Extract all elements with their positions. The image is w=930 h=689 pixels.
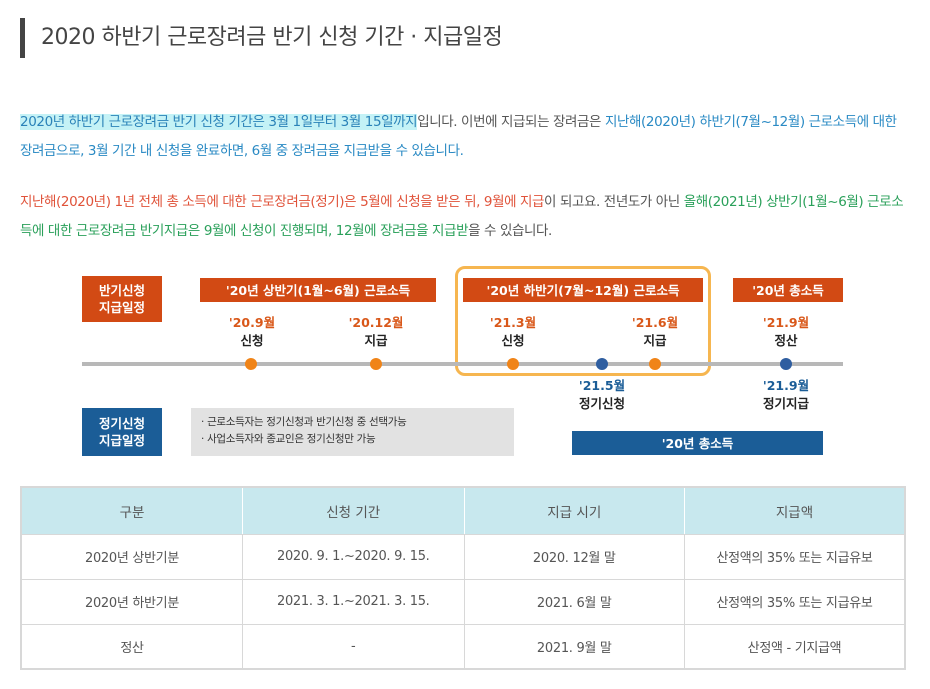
page-title: 2020 하반기 근로장려금 반기 신청 기간 · 지급일정 xyxy=(41,25,503,50)
timeline-dot xyxy=(370,358,382,370)
table-cell: 정산 xyxy=(20,623,243,670)
table-cell: 2020년 하반기분 xyxy=(20,578,243,625)
paragraph-regular: 지난해(2020년) 1년 전체 총 소득에 대한 근로장려금(정기)은 5월에… xyxy=(20,188,910,246)
timeline-dot xyxy=(649,358,661,370)
event-name: 지급 xyxy=(643,333,667,348)
plain-text: 이 되고요. 전년도가 아닌 xyxy=(544,194,684,210)
highlight-text: 2020년 하반기 근로장려금 반기 신청 기간은 3월 1일부터 3월 15일… xyxy=(20,114,418,130)
table-cell: 2021. 9월 말 xyxy=(463,623,686,670)
period-box-regular: '20년 총소득 xyxy=(572,431,823,455)
title-bar: 2020 하반기 근로장려금 반기 신청 기간 · 지급일정 xyxy=(20,18,503,58)
note-box: · 근로소득자는 정기신청과 반기신청 중 선택가능 · 사업소득자와 종교인은… xyxy=(191,408,514,456)
timeline-axis xyxy=(82,362,843,366)
event-name: 신청 xyxy=(501,333,525,348)
red-text: 지난해(2020년) 1년 전체 총 소득에 대한 근로장려금(정기)은 5월에… xyxy=(20,194,545,210)
table-cell: 2020. 12월 말 xyxy=(463,533,686,580)
table-row: 정산 - 2021. 9월 말 산정액 - 기지급액 xyxy=(20,623,906,670)
period-box-first-half: '20년 상반기(1월~6월) 근로소득 xyxy=(200,278,436,302)
table-row: 2020년 하반기분 2021. 3. 1.~2021. 3. 15. 2021… xyxy=(20,578,906,625)
table-row: 2020년 상반기분 2020. 9. 1.~2020. 9. 15. 2020… xyxy=(20,533,906,580)
table-cell: 2020. 9. 1.~2020. 9. 15. xyxy=(241,533,465,580)
green-text: 올해(2021년) 상반기(1월~6월) 근로소득에 대한 근로장려금 반기지급… xyxy=(20,194,904,239)
event-date: '21.3월 xyxy=(489,315,537,330)
paragraph-semi-annual: 2020년 하반기 근로장려금 반기 신청 기간은 3월 1일부터 3월 15일… xyxy=(20,108,910,166)
period-box-second-half: '20년 하반기(7월~12월) 근로소득 xyxy=(463,278,703,302)
table-cell: 2020년 상반기분 xyxy=(20,533,243,580)
timeline-dot xyxy=(245,358,257,370)
event-date: '20.12월 xyxy=(348,315,404,330)
timeline-dot xyxy=(507,358,519,370)
event-name: 정기신청 xyxy=(578,396,625,411)
event-date: '20.9월 xyxy=(228,315,276,330)
semi-label-line1: 반기신청 xyxy=(98,283,145,298)
schedule-table: 구분 신청 기간 지급 시기 지급액 2020년 상반기분 2020. 9. 1… xyxy=(20,486,906,670)
regular-label-line1: 정기신청 xyxy=(98,416,145,431)
table-cell: 산정액의 35% 또는 지급유보 xyxy=(684,533,906,580)
event-name: 지급 xyxy=(364,333,388,348)
table-cell: 2021. 6월 말 xyxy=(463,578,686,625)
semi-label-line2: 지급일정 xyxy=(98,300,145,315)
table-header: 지급액 xyxy=(684,486,906,535)
blue-text: 지난해(2020년) 하반기(7월~12월) 근로소득에 대한 장려금으로, 3… xyxy=(20,114,897,159)
event-date: '21.6월 xyxy=(631,315,679,330)
table-cell: - xyxy=(241,623,465,670)
regular-label-line2: 지급일정 xyxy=(98,433,145,448)
event-name: 신청 xyxy=(240,333,264,348)
table-header-row: 구분 신청 기간 지급 시기 지급액 xyxy=(20,486,906,535)
table-header: 신청 기간 xyxy=(241,486,465,535)
table-cell: 산정액 - 기지급액 xyxy=(684,623,906,670)
period-box-total-income: '20년 총소득 xyxy=(733,278,843,302)
note-item: · 근로소득자는 정기신청과 반기신청 중 선택가능 xyxy=(201,416,407,428)
event-date: '21.9월 xyxy=(762,378,810,393)
table-header: 지급 시기 xyxy=(463,486,686,535)
event-name: 정산 xyxy=(774,333,798,348)
event-date: '21.5월 xyxy=(578,378,626,393)
table-header: 구분 xyxy=(20,486,243,535)
table-cell: 산정액의 35% 또는 지급유보 xyxy=(684,578,906,625)
event-name: 정기지급 xyxy=(762,396,809,411)
plain-text: 입니다. 이번에 지급되는 장려금은 xyxy=(417,114,605,130)
timeline-dot-regular xyxy=(596,358,608,370)
table-cell: 2021. 3. 1.~2021. 3. 15. xyxy=(241,578,465,625)
highlight-frame xyxy=(455,266,711,376)
plain-text-end: 을 수 있습니다. xyxy=(468,223,552,239)
timeline-dot-regular xyxy=(780,358,792,370)
note-item: · 사업소득자와 종교인은 정기신청만 가능 xyxy=(201,433,376,445)
event-date: '21.9월 xyxy=(762,315,810,330)
